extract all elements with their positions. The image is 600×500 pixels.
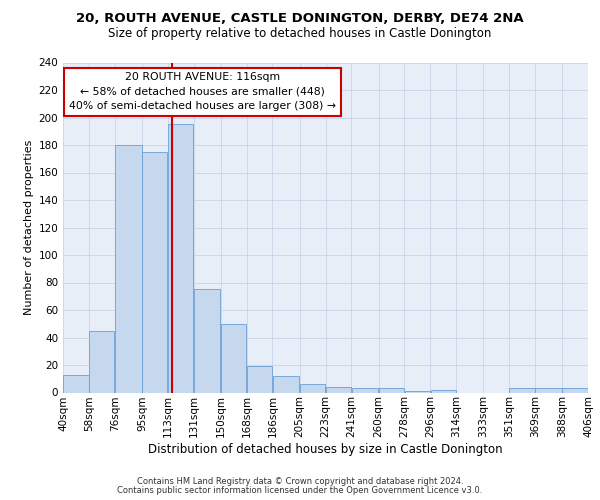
Bar bbox=[431, 390, 456, 392]
Bar bbox=[379, 388, 404, 392]
Bar bbox=[247, 366, 272, 392]
Bar bbox=[168, 124, 193, 392]
Text: Contains HM Land Registry data © Crown copyright and database right 2024.: Contains HM Land Registry data © Crown c… bbox=[137, 477, 463, 486]
Bar bbox=[326, 387, 351, 392]
Bar bbox=[352, 388, 378, 392]
Bar bbox=[194, 290, 221, 393]
Bar bbox=[273, 376, 299, 392]
Bar bbox=[115, 145, 142, 392]
Bar bbox=[562, 388, 588, 392]
X-axis label: Distribution of detached houses by size in Castle Donington: Distribution of detached houses by size … bbox=[148, 443, 503, 456]
Y-axis label: Number of detached properties: Number of detached properties bbox=[24, 140, 34, 315]
Text: Contains public sector information licensed under the Open Government Licence v3: Contains public sector information licen… bbox=[118, 486, 482, 495]
Text: Size of property relative to detached houses in Castle Donington: Size of property relative to detached ho… bbox=[109, 28, 491, 40]
Bar bbox=[535, 388, 562, 392]
Bar bbox=[142, 152, 167, 392]
Bar bbox=[89, 330, 115, 392]
Text: 20, ROUTH AVENUE, CASTLE DONINGTON, DERBY, DE74 2NA: 20, ROUTH AVENUE, CASTLE DONINGTON, DERB… bbox=[76, 12, 524, 24]
Bar bbox=[509, 388, 535, 392]
Text: 20 ROUTH AVENUE: 116sqm
← 58% of detached houses are smaller (448)
40% of semi-d: 20 ROUTH AVENUE: 116sqm ← 58% of detache… bbox=[68, 72, 335, 111]
Bar bbox=[63, 374, 89, 392]
Bar bbox=[300, 384, 325, 392]
Bar bbox=[221, 324, 247, 392]
Bar bbox=[404, 391, 430, 392]
